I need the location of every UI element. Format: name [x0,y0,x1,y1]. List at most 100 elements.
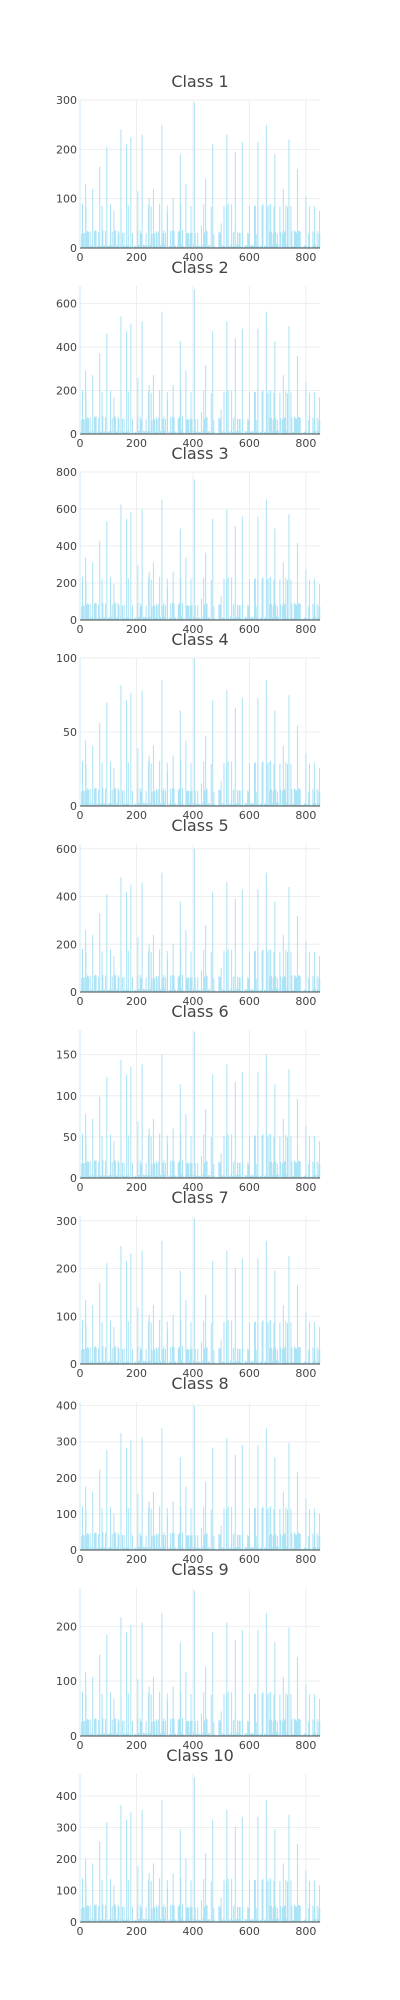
x-tick-label: 800 [295,1925,316,1938]
panel-title: Class 8 [171,1374,228,1393]
y-tick-label: 100 [56,652,77,665]
y-tick-label: 300 [56,1215,77,1228]
x-tick-label: 200 [126,1367,147,1380]
histogram-bars [80,289,320,434]
histogram-panel-6: Class 6 0 50 100 150 0 200 400 600 800 [56,1002,320,1194]
x-tick-label: 600 [239,1925,260,1938]
x-tick-label: 800 [295,1553,316,1566]
histogram-panel-3: Class 3 0 200 400 600 800 0 200 400 600 800 [56,444,320,636]
y-tick-label: 200 [56,1263,77,1276]
histogram-panel-10: Class 10 0 100 200 300 400 0 200 400 600 800 [56,1746,320,1938]
histogram-bars [80,1591,320,1736]
x-tick-label: 800 [295,995,316,1008]
x-tick-label: 800 [295,1367,316,1380]
y-tick-label: 100 [56,1508,77,1521]
x-tick-label: 200 [126,1553,147,1566]
panel-title: Class 6 [171,1002,228,1021]
y-tick-label: 400 [56,540,77,553]
y-tick-label: 400 [56,1790,77,1803]
y-tick-label: 100 [56,1090,77,1103]
histogram-panel-7: Class 7 0 100 200 300 0 200 400 600 800 [56,1188,320,1380]
x-tick-label: 0 [77,437,84,450]
y-tick-label: 200 [56,1472,77,1485]
panel-title: Class 3 [171,444,228,463]
y-tick-label: 200 [56,577,77,590]
histogram-bars [80,1777,320,1922]
x-tick-label: 200 [126,809,147,822]
x-tick-label: 0 [77,1367,84,1380]
histogram-panel-1: Class 101002003000 200 400 600 800 [56,72,320,264]
y-tick-label: 600 [56,843,77,856]
histogram-bars [80,102,320,248]
x-tick-label: 800 [295,809,316,822]
x-tick-label: 600 [239,1739,260,1752]
y-tick-label: 100 [56,1675,77,1688]
histogram-bars [80,479,320,620]
x-tick-label: 800 [295,437,316,450]
y-tick-label: 200 [56,143,77,156]
y-tick-label: 200 [56,384,77,397]
x-tick-label: 800 [295,1181,316,1194]
x-tick-label: 200 [126,251,147,264]
x-tick-label: 0 [77,1925,84,1938]
x-tick-label: 600 [239,995,260,1008]
histogram-panel-2: Class 2 0 200 400 600 0 200 400 600 800 [56,258,320,450]
histogram-bars [80,849,320,992]
panel-title: Class 9 [171,1560,228,1579]
x-tick-label: 0 [77,623,84,636]
y-tick-label: 100 [56,1310,77,1323]
x-tick-label: 600 [239,1553,260,1566]
x-tick-label: 0 [77,1739,84,1752]
x-tick-label: 400 [182,1925,203,1938]
y-tick-label: 300 [56,1822,77,1835]
y-tick-label: 50 [63,726,77,739]
y-tick-label: 200 [56,1620,77,1633]
x-tick-label: 800 [295,251,316,264]
y-tick-label: 400 [56,891,77,904]
x-tick-label: 600 [239,1181,260,1194]
panel-title: Class 5 [171,816,228,835]
y-tick-label: 100 [56,1885,77,1898]
x-tick-label: 800 [295,1739,316,1752]
panel-title: Class 10 [166,1746,234,1765]
x-tick-label: 200 [126,995,147,1008]
panel-title: Class 1 [171,72,228,91]
x-tick-label: 200 [126,1925,147,1938]
panel-title: Class 7 [171,1188,228,1207]
x-tick-label: 800 [295,623,316,636]
y-tick-label: 200 [56,938,77,951]
y-tick-label: 400 [56,341,77,354]
panel-title: Class 2 [171,258,228,277]
histogram-bars [80,1032,320,1178]
x-tick-label: 200 [126,437,147,450]
x-tick-label: 0 [77,251,84,264]
y-tick-label: 600 [56,297,77,310]
x-tick-label: 200 [126,1181,147,1194]
y-tick-label: 400 [56,1400,77,1413]
y-tick-label: 50 [63,1131,77,1144]
y-tick-label: 150 [56,1049,77,1062]
y-tick-label: 300 [56,94,77,107]
panel-title: Class 4 [171,630,228,649]
y-tick-label: 600 [56,503,77,516]
histogram-bars [80,1218,320,1364]
x-tick-label: 200 [126,623,147,636]
x-tick-label: 600 [239,1367,260,1380]
x-tick-label: 0 [77,995,84,1008]
y-tick-label: 200 [56,1853,77,1866]
x-tick-label: 600 [239,437,260,450]
y-tick-label: 800 [56,466,77,479]
histogram-panel-5: Class 5 0 200 400 600 0 200 400 600 800 [56,816,320,1008]
x-tick-label: 0 [77,809,84,822]
x-tick-label: 0 [77,1553,84,1566]
y-tick-label: 300 [56,1436,77,1449]
histogram-panel-9: Class 9 0 100 200 0 200 400 600 800 [56,1560,320,1752]
histogram-panel-8: Class 801002003004000 200 400 600 800 [56,1374,320,1566]
x-tick-label: 200 [126,1739,147,1752]
x-tick-label: 600 [239,809,260,822]
x-tick-label: 600 [239,623,260,636]
x-tick-label: 600 [239,251,260,264]
y-tick-label: 100 [56,193,77,206]
x-tick-label: 0 [77,1181,84,1194]
